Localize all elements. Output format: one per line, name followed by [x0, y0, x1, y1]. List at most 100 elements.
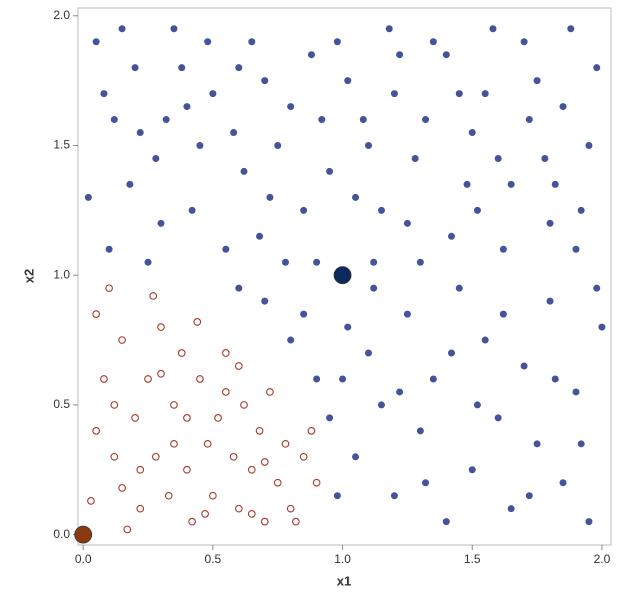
point	[209, 90, 217, 98]
point	[87, 497, 95, 505]
point	[287, 103, 295, 111]
point	[364, 349, 372, 357]
point	[118, 25, 126, 33]
y-tick-label: 1.5	[53, 138, 70, 152]
point	[183, 103, 191, 111]
point	[473, 401, 481, 409]
point	[177, 349, 186, 357]
point	[266, 388, 274, 396]
point	[396, 51, 404, 59]
point	[247, 465, 256, 474]
point	[416, 258, 424, 266]
point	[261, 77, 269, 85]
point	[110, 452, 119, 461]
point	[100, 375, 108, 383]
point	[390, 90, 398, 98]
point	[359, 116, 367, 124]
point	[499, 310, 507, 318]
point	[240, 401, 248, 409]
point	[364, 141, 372, 149]
point	[422, 479, 430, 487]
point	[235, 284, 243, 292]
point	[214, 414, 222, 422]
x-axis-title: x1	[337, 573, 351, 588]
point	[559, 479, 567, 487]
point	[312, 478, 321, 487]
point	[74, 525, 93, 544]
y-tick-label: 0.0	[53, 527, 70, 541]
point	[326, 414, 334, 422]
point	[188, 517, 196, 526]
point	[157, 219, 165, 227]
point	[447, 349, 455, 357]
point	[447, 232, 455, 240]
point	[149, 292, 158, 300]
point	[183, 465, 191, 474]
point	[567, 25, 575, 33]
point	[533, 440, 541, 448]
point	[164, 491, 173, 500]
point	[100, 90, 108, 98]
point	[234, 362, 243, 370]
point	[105, 284, 113, 293]
point	[281, 258, 289, 266]
point	[468, 466, 476, 474]
point	[162, 116, 170, 124]
point	[494, 154, 502, 162]
y-axis-title: x2	[21, 269, 36, 283]
point	[300, 206, 308, 214]
point	[551, 375, 559, 383]
point	[318, 116, 326, 124]
point	[455, 284, 463, 292]
point	[193, 318, 202, 326]
point	[442, 51, 450, 59]
point	[292, 517, 300, 526]
point	[84, 193, 92, 201]
point	[261, 297, 269, 305]
point	[352, 193, 360, 201]
point	[234, 504, 243, 513]
point	[481, 90, 489, 98]
point	[170, 25, 178, 33]
point	[131, 414, 139, 422]
point	[326, 167, 334, 175]
point	[188, 206, 196, 214]
point	[525, 492, 533, 500]
point	[593, 64, 601, 72]
point	[577, 440, 585, 448]
point	[235, 64, 243, 72]
point	[520, 362, 528, 370]
point	[585, 518, 593, 526]
point	[481, 336, 489, 344]
point	[442, 518, 450, 526]
point	[281, 439, 290, 448]
point	[123, 525, 132, 534]
point	[385, 25, 393, 33]
point	[221, 388, 230, 396]
point	[422, 116, 430, 124]
point	[178, 64, 186, 72]
point	[300, 310, 308, 318]
point	[559, 103, 567, 111]
point	[333, 492, 341, 500]
point	[429, 375, 437, 383]
point	[572, 388, 580, 396]
point	[344, 323, 352, 331]
point	[92, 427, 101, 435]
point	[110, 401, 119, 409]
point	[333, 266, 352, 285]
point	[273, 478, 282, 487]
point	[222, 245, 230, 253]
point	[370, 258, 378, 266]
point	[230, 129, 238, 137]
point	[170, 439, 178, 448]
point	[144, 375, 152, 383]
x-tick-label: 1.5	[464, 552, 481, 566]
point	[499, 245, 507, 253]
point	[313, 258, 321, 266]
point	[170, 401, 178, 409]
x-tick-label: 0.0	[75, 552, 92, 566]
point	[136, 504, 145, 513]
point	[203, 439, 212, 448]
